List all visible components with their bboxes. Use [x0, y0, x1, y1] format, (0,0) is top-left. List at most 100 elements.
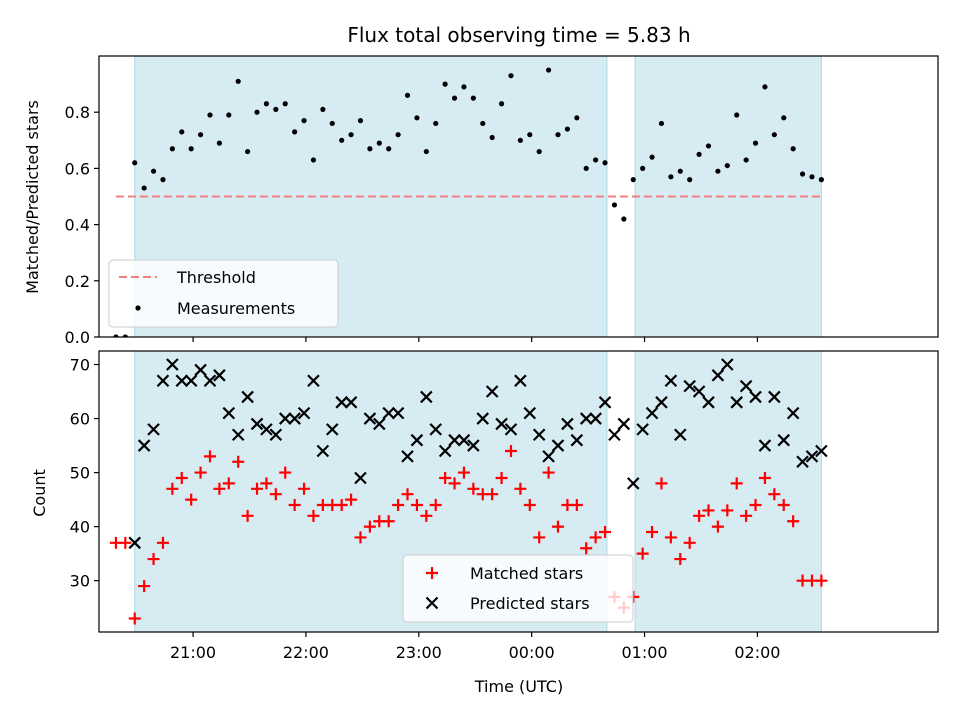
measurement-point — [423, 148, 429, 155]
x-tick-label: 21:00 — [170, 643, 216, 662]
legend-matched-swatch — [426, 567, 438, 579]
predicted-stars-point — [542, 450, 555, 463]
predicted-stars-point — [278, 412, 292, 425]
measurement-point — [498, 101, 505, 107]
predicted-stars-point — [438, 444, 452, 458]
measurement-point — [555, 132, 561, 138]
matched-stars-point — [203, 450, 216, 463]
matched-stars-point — [363, 520, 376, 533]
measurement-point — [122, 334, 128, 337]
predicted-stars-point — [768, 390, 781, 404]
matched-stars-point — [429, 499, 442, 512]
y-tick-label: 60 — [70, 410, 90, 429]
predicted-stars-point — [231, 428, 245, 442]
x-tick-label: 22:00 — [283, 643, 329, 662]
predicted-stars-point — [222, 406, 236, 420]
predicted-stars-point — [532, 428, 546, 442]
matched-stars-point — [514, 482, 527, 495]
predicted-stars-point — [476, 412, 490, 425]
matched-stars-point — [815, 574, 828, 587]
matched-stars-point — [693, 509, 706, 522]
matched-stars-point — [288, 499, 301, 512]
y-tick-label: 0.4 — [65, 216, 90, 235]
matched-stars-point — [683, 536, 696, 549]
top-legend: Threshold Measurements — [108, 259, 339, 328]
matched-stars-point — [730, 477, 743, 490]
measurement-point — [216, 140, 222, 146]
matched-stars-point — [147, 553, 160, 566]
predicted-stars-point — [608, 428, 621, 442]
legend-measurements-swatch — [135, 305, 141, 311]
measurement-point — [226, 112, 232, 118]
measurement-point — [715, 168, 721, 174]
predicted-stars-point — [786, 406, 800, 420]
matched-stars-point — [232, 455, 245, 468]
x-tick-label: 00:00 — [509, 643, 555, 662]
measurement-point — [470, 95, 476, 101]
bottom-y-axis-label: Count — [30, 469, 49, 517]
predicted-stars-point — [213, 369, 226, 382]
matched-stars-point — [552, 520, 565, 533]
legend-box — [108, 259, 339, 328]
y-tick-label: 0.2 — [65, 272, 90, 291]
predicted-stars-point — [674, 428, 687, 442]
measurement-point — [433, 120, 439, 127]
matched-stars-point — [768, 488, 781, 501]
measurement-point — [367, 146, 373, 152]
measurement-point — [593, 157, 599, 163]
measurement-point — [677, 168, 683, 174]
measurement-point — [376, 140, 382, 146]
predicted-stars-point — [702, 396, 715, 409]
measurement-point — [640, 165, 646, 171]
matched-stars-point — [354, 531, 367, 544]
matched-stars-point — [711, 520, 724, 533]
matched-stars-point — [467, 482, 480, 495]
matched-stars-point — [241, 509, 254, 522]
matched-stars-point — [636, 547, 649, 560]
measurement-point — [489, 134, 495, 141]
measurement-point — [357, 118, 364, 124]
measurement-point — [649, 154, 655, 160]
predicted-stars-point — [391, 406, 405, 420]
measurement-point — [310, 157, 317, 163]
measurement-point — [818, 177, 824, 183]
predicted-stars-point — [626, 477, 640, 490]
matched-stars-point — [570, 499, 583, 512]
measurement-point — [545, 67, 552, 73]
matched-stars-point — [721, 504, 734, 517]
matched-stars-point — [495, 471, 508, 484]
measurement-point — [348, 132, 354, 138]
matched-stars-point — [599, 526, 612, 539]
axes-frame — [98, 55, 939, 338]
predicted-stars-point — [711, 369, 725, 382]
measurement-point — [329, 120, 335, 127]
predicted-stars-point — [796, 455, 809, 469]
matched-stars-point — [504, 444, 517, 457]
matched-stars-point — [119, 536, 132, 549]
measurement-point — [583, 165, 589, 171]
matched-stars-point — [222, 477, 235, 490]
measurement-point — [254, 109, 260, 115]
measurement-point — [451, 95, 458, 101]
predicted-stars-point — [504, 423, 518, 436]
matched-stars-point — [185, 493, 198, 506]
matched-stars-point — [156, 536, 169, 549]
predicted-stars-point — [325, 423, 339, 436]
plot-area — [113, 67, 824, 337]
measurement-point — [668, 174, 674, 180]
matched-stars-point — [307, 509, 320, 522]
matched-stars-point — [740, 509, 753, 522]
legend-matched-label: Matched stars — [470, 564, 583, 583]
measurement-point — [282, 101, 288, 107]
measurement-point — [809, 174, 815, 180]
predicted-stars-point — [297, 406, 311, 420]
predicted-stars-point — [288, 412, 301, 425]
y-tick-label: 0.8 — [65, 103, 90, 122]
matched-stars-point — [589, 531, 602, 544]
predicted-stars-point — [551, 439, 565, 452]
matched-stars-point — [787, 515, 800, 528]
matched-stars-point — [646, 526, 659, 539]
y-tick-label: 0.0 — [65, 328, 90, 347]
matched-stars-point — [523, 499, 536, 512]
